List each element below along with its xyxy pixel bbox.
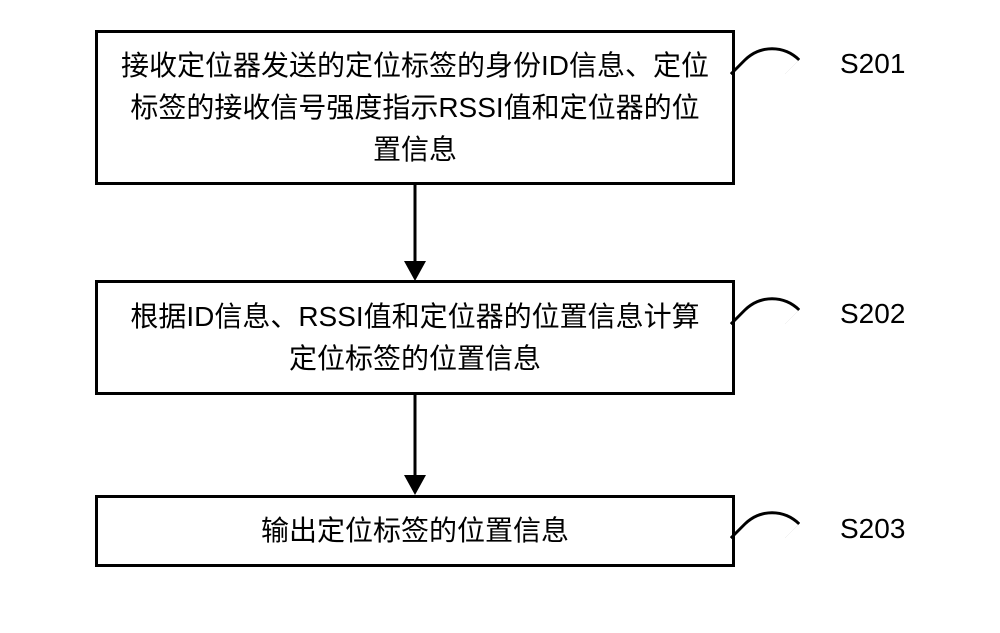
step-text-2: 根据ID信息、RSSI值和定位器的位置信息计算定位标签的位置信息 [118,296,712,380]
step-label-3: S203 [840,513,905,545]
arrow-line-2 [414,395,417,477]
step-label-1: S201 [840,48,905,80]
connector-curve-1 [730,31,801,102]
step-box-3: 输出定位标签的位置信息 [95,495,735,567]
arrow-head-1 [404,261,426,281]
flowchart-container: 接收定位器发送的定位标签的身份ID信息、定位标签的接收信号强度指示RSSI值和定… [0,0,1000,633]
step-text-3: 输出定位标签的位置信息 [261,510,569,552]
step-text-1: 接收定位器发送的定位标签的身份ID信息、定位标签的接收信号强度指示RSSI值和定… [118,45,712,171]
arrow-line-1 [414,185,417,263]
step-label-2: S202 [840,298,905,330]
step-box-2: 根据ID信息、RSSI值和定位器的位置信息计算定位标签的位置信息 [95,280,735,395]
arrow-head-2 [404,475,426,495]
step-box-1: 接收定位器发送的定位标签的身份ID信息、定位标签的接收信号强度指示RSSI值和定… [95,30,735,185]
connector-curve-2 [730,281,801,352]
connector-curve-3 [730,495,801,566]
